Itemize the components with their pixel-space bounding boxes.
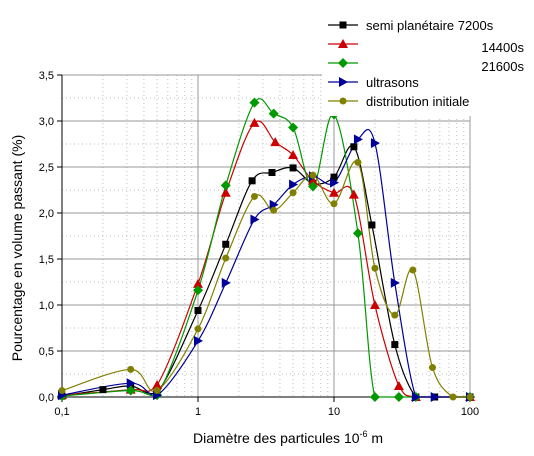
data-point-series-3 — [352, 228, 363, 239]
legend-marker-5 — [339, 97, 347, 105]
y-tick-label: 0,5 — [39, 346, 54, 358]
x-axis-title: Diamètre des particules 10-6 m — [193, 429, 383, 446]
x-axis-title-unit: m — [368, 430, 384, 446]
data-point-series-5 — [250, 192, 258, 200]
data-point-series-2 — [393, 380, 404, 390]
data-point-series-2 — [329, 187, 339, 197]
data-point-series-1 — [194, 307, 202, 315]
data-point-series-5 — [127, 365, 135, 373]
legend-marker-1 — [339, 21, 347, 29]
data-point-series-4 — [221, 277, 231, 288]
data-point-series-5 — [222, 254, 230, 262]
data-point-series-3 — [369, 392, 380, 402]
data-point-series-4 — [390, 277, 400, 288]
y-tick-label: 1,0 — [39, 300, 54, 312]
data-point-series-5 — [58, 387, 66, 395]
data-point-series-1 — [368, 221, 376, 229]
x-tick-label: 1 — [195, 406, 201, 418]
data-point-series-1 — [391, 341, 399, 349]
data-point-series-1 — [350, 143, 358, 151]
data-point-series-4 — [411, 392, 421, 402]
data-point-series-4 — [126, 378, 136, 389]
data-point-series-2 — [307, 175, 318, 185]
data-point-series-5 — [194, 325, 202, 333]
data-point-series-5 — [354, 158, 362, 166]
x-axis-title-main: Diamètre des particules 10 — [193, 430, 360, 446]
data-point-series-1 — [330, 173, 338, 181]
legend-box — [322, 12, 530, 116]
data-point-series-4 — [353, 134, 363, 145]
data-point-series-4 — [250, 214, 260, 225]
series-markers — [57, 97, 475, 402]
x-tick-label: 0,1 — [54, 406, 69, 418]
data-point-series-2 — [249, 117, 260, 127]
data-point-series-4 — [330, 177, 339, 188]
data-point-series-5 — [289, 189, 297, 197]
legend-marker-2 — [338, 39, 348, 48]
data-point-series-2 — [270, 137, 281, 147]
data-point-series-3 — [125, 385, 136, 396]
legend-marker-4 — [339, 77, 348, 87]
data-point-series-5 — [309, 171, 317, 179]
legend-label-2: 14400s — [481, 40, 524, 55]
y-axis-title: Pourcentage en volume passant (%) — [9, 135, 25, 361]
data-point-series-4 — [194, 335, 203, 346]
data-point-series-5 — [330, 200, 338, 208]
data-point-series-5 — [409, 266, 417, 274]
data-point-series-1 — [248, 177, 256, 185]
legend-marker-3 — [338, 58, 348, 68]
data-point-series-2 — [193, 278, 203, 288]
y-tick-label: 2,5 — [39, 162, 54, 174]
data-point-series-5 — [391, 311, 399, 319]
data-point-series-5 — [449, 393, 457, 401]
y-tick-label: 0,0 — [39, 392, 54, 404]
data-point-series-2 — [152, 380, 163, 390]
data-point-series-4 — [370, 138, 380, 149]
data-point-series-3 — [393, 392, 404, 402]
data-point-series-3 — [288, 122, 299, 133]
data-point-series-1 — [289, 164, 297, 172]
y-tick-label: 3,5 — [39, 70, 54, 82]
data-point-series-4 — [430, 392, 440, 402]
legend-label-5: distribution initiale — [366, 94, 469, 109]
data-point-series-4 — [289, 179, 299, 190]
data-point-series-1 — [222, 240, 230, 248]
data-point-series-5 — [371, 264, 379, 272]
x-tick-label: 10 — [328, 406, 340, 418]
data-point-series-5 — [153, 387, 161, 395]
y-tick-label: 2,0 — [39, 208, 54, 220]
legend-label-1: semi planétaire 7200s — [366, 18, 494, 33]
data-point-series-3 — [193, 285, 203, 296]
data-point-series-2 — [369, 300, 380, 309]
data-point-series-1 — [268, 169, 276, 177]
data-point-series-3 — [249, 97, 260, 108]
data-point-series-2 — [348, 189, 359, 199]
legend-label-4: ultrasons — [366, 75, 419, 90]
legend-label-3: 21600s — [481, 59, 524, 74]
y-tick-label: 1,5 — [39, 254, 54, 266]
y-tick-label: 3,0 — [39, 116, 54, 128]
data-point-series-5 — [466, 393, 474, 401]
legend: semi planétaire 7200s 14400s 21600s ultraso… — [322, 12, 530, 116]
data-point-series-3 — [307, 181, 318, 192]
data-point-series-3 — [220, 180, 231, 191]
data-point-series-3 — [268, 108, 279, 119]
data-point-series-5 — [270, 206, 278, 214]
data-point-series-2 — [288, 150, 299, 160]
x-tick-label: 100 — [461, 406, 479, 418]
data-point-series-2 — [220, 187, 231, 197]
data-point-series-1 — [99, 386, 107, 394]
x-axis-title-exponent: -6 — [360, 429, 368, 439]
data-point-series-5 — [429, 364, 437, 372]
